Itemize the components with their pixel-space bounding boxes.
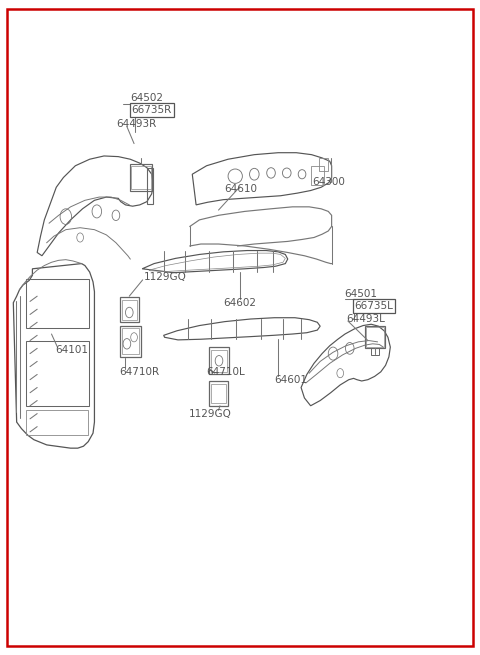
Text: 64710R: 64710R	[120, 367, 160, 377]
Bar	[319, 158, 328, 171]
Bar	[365, 326, 385, 348]
Bar	[371, 348, 379, 355]
Bar	[121, 328, 139, 354]
Text: 64610: 64610	[225, 184, 258, 195]
Text: 64101: 64101	[55, 345, 88, 355]
Text: 66735L: 66735L	[355, 301, 394, 311]
Text: 64493R: 64493R	[116, 119, 156, 129]
Bar	[211, 384, 226, 403]
Bar	[26, 278, 89, 328]
Bar	[366, 327, 384, 347]
Text: 64300: 64300	[312, 177, 346, 187]
Bar	[147, 168, 153, 204]
Text: 64601: 64601	[275, 375, 307, 384]
Text: 64493L: 64493L	[346, 314, 385, 324]
Bar	[209, 347, 229, 375]
Bar	[311, 166, 324, 185]
Text: 1129GQ: 1129GQ	[189, 409, 232, 419]
Text: 64502: 64502	[131, 93, 164, 103]
Text: 66735R: 66735R	[132, 105, 172, 115]
Bar	[209, 381, 228, 405]
Bar	[120, 326, 141, 357]
Bar	[211, 350, 227, 372]
Text: 64710L: 64710L	[206, 367, 245, 377]
Text: 64602: 64602	[224, 298, 256, 308]
Bar	[26, 341, 89, 405]
Bar	[26, 410, 88, 435]
Text: 64501: 64501	[344, 289, 377, 299]
Bar	[130, 164, 152, 191]
Bar	[120, 297, 139, 322]
Bar	[131, 166, 151, 189]
Text: 1129GQ: 1129GQ	[144, 272, 186, 282]
Bar	[121, 300, 137, 320]
